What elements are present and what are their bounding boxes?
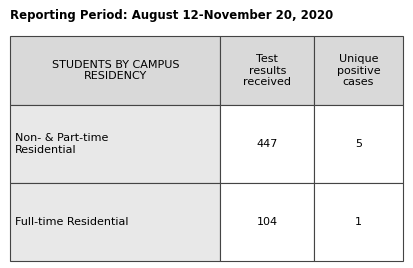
Bar bbox=[314, 105, 403, 183]
Text: Reporting Period: August 12-November 20, 2020: Reporting Period: August 12-November 20,… bbox=[10, 9, 334, 23]
Text: Non- & Part-time
Residential: Non- & Part-time Residential bbox=[15, 133, 109, 155]
Bar bbox=[314, 183, 403, 261]
Bar bbox=[220, 183, 314, 261]
Bar bbox=[10, 36, 220, 105]
Bar bbox=[10, 183, 220, 261]
Bar bbox=[220, 36, 314, 105]
Text: 5: 5 bbox=[355, 139, 362, 149]
Bar bbox=[220, 105, 314, 183]
Bar bbox=[314, 36, 403, 105]
Bar bbox=[10, 105, 220, 183]
Text: STUDENTS BY CAMPUS
RESIDENCY: STUDENTS BY CAMPUS RESIDENCY bbox=[52, 60, 179, 81]
Text: 104: 104 bbox=[257, 217, 278, 227]
Text: 1: 1 bbox=[355, 217, 362, 227]
Text: Full-time Residential: Full-time Residential bbox=[15, 217, 129, 227]
Text: Unique
positive
cases: Unique positive cases bbox=[337, 54, 380, 87]
Text: 447: 447 bbox=[256, 139, 278, 149]
Text: Test
results
received: Test results received bbox=[243, 54, 291, 87]
